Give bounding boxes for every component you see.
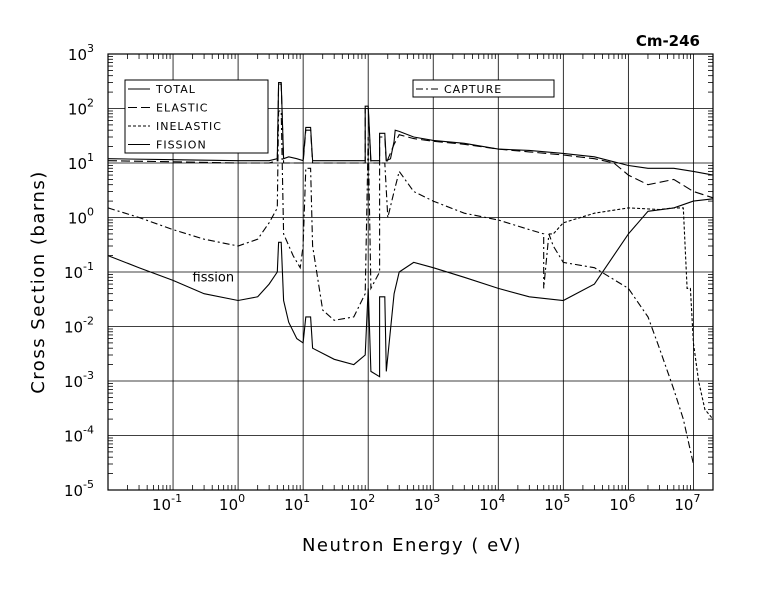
series-elastic (107, 83, 714, 199)
x-tick-label: 101 (284, 492, 310, 514)
x-tick-label: 107 (674, 492, 700, 514)
y-tick-label: 10-5 (64, 478, 94, 500)
y-tick-label: 103 (68, 42, 94, 64)
series-capture (107, 110, 694, 465)
legend-entry-elastic: ELASTIC (156, 102, 208, 115)
chart-title: Cm-246 (636, 32, 700, 50)
annotation-fission: fission (193, 270, 235, 285)
x-tick-label: 100 (219, 492, 245, 514)
x-tick-label: 103 (414, 492, 440, 514)
x-axis-label: Neutron Energy ( eV) (302, 535, 522, 556)
y-tick-label: 100 (68, 206, 94, 228)
plot-frame (107, 53, 714, 491)
x-tick-label: 106 (609, 492, 635, 514)
y-axis-label: Cross Section (barns) (28, 170, 49, 394)
legend-entry-capture: CAPTURE (444, 83, 502, 96)
y-tick-label: 102 (68, 97, 94, 119)
x-tick-label: 104 (479, 492, 505, 514)
legend-entry-fission: FISSION (156, 139, 207, 152)
x-tick-label: 105 (544, 492, 570, 514)
series-fission (107, 198, 714, 378)
legend-entry-inelastic: INELASTIC (156, 120, 222, 133)
legend-capture-box: CAPTURE (412, 79, 555, 98)
y-tick-label: 10-1 (64, 260, 94, 282)
y-tick-labels: 103 102 101 100 10-1 10-2 10-3 10-4 10-5 (64, 42, 94, 500)
y-tick-label: 10-4 (64, 424, 94, 446)
x-tick-label: 10-1 (152, 492, 182, 514)
y-tick-label: 101 (68, 151, 94, 173)
legend-box: TOTAL ELASTIC INELASTIC FISSION (124, 79, 269, 154)
x-tick-labels: 10-1 100 101 102 103 104 105 106 107 (152, 492, 700, 514)
x-tick-label: 102 (349, 492, 375, 514)
y-tick-label: 10-2 (64, 315, 94, 337)
series-inelastic (548, 207, 714, 420)
annotations: fission (193, 270, 235, 285)
y-tick-label: 10-3 (64, 369, 94, 391)
series-lines (107, 81, 714, 465)
legend-entry-total: TOTAL (155, 83, 196, 96)
